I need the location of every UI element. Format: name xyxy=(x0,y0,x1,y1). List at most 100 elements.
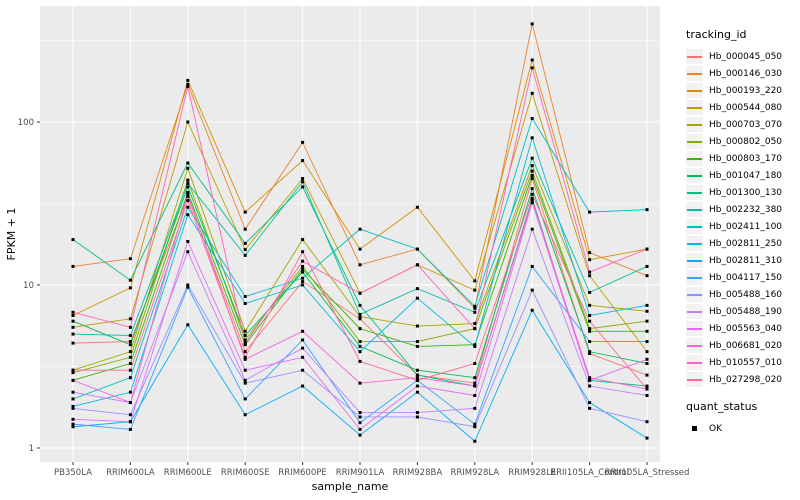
data-point xyxy=(301,180,305,184)
series-color-line-icon xyxy=(687,208,702,211)
data-point xyxy=(645,274,649,278)
data-point xyxy=(473,425,477,429)
legend-line-key xyxy=(686,202,703,217)
data-point xyxy=(588,210,592,214)
series-color-line-icon xyxy=(687,123,702,126)
data-point xyxy=(301,276,305,280)
data-point xyxy=(128,361,132,365)
legend-entry: Hb_010557_010 xyxy=(686,354,798,371)
data-point xyxy=(71,422,75,426)
data-point xyxy=(588,351,592,355)
data-point xyxy=(243,295,247,299)
data-point xyxy=(301,270,305,274)
data-point xyxy=(530,117,534,121)
legend-title-tracking-id: tracking_id xyxy=(686,28,747,41)
data-point xyxy=(473,381,477,385)
data-point xyxy=(71,319,75,323)
legend-label: Hb_000544_080 xyxy=(709,102,783,113)
data-point xyxy=(243,355,247,359)
legend-label: Hb_010557_010 xyxy=(709,357,783,368)
legend-title-quant-status: quant_status xyxy=(686,400,758,413)
data-point xyxy=(358,381,362,385)
data-point xyxy=(530,91,534,95)
legend-line-key xyxy=(686,117,703,132)
data-point xyxy=(128,333,132,337)
legend-entry: Hb_001047_180 xyxy=(686,167,798,184)
data-point xyxy=(530,66,534,70)
y-tick-label: 100 xyxy=(18,118,34,128)
legend-entry: Hb_006681_020 xyxy=(686,337,798,354)
legend-line-key xyxy=(686,219,703,234)
data-point xyxy=(415,296,419,300)
data-point xyxy=(301,267,305,271)
legend-label: Hb_002811_250 xyxy=(709,238,783,249)
x-tick-label: RRIM928LE xyxy=(508,468,556,478)
data-point xyxy=(530,192,534,196)
legend-line-key xyxy=(686,372,703,387)
data-point xyxy=(530,136,534,140)
data-point xyxy=(645,420,649,424)
data-point xyxy=(71,371,75,375)
data-point xyxy=(186,185,190,189)
legend-entry: Hb_002411_100 xyxy=(686,218,798,235)
data-point xyxy=(301,329,305,333)
legend-line-key xyxy=(686,49,703,64)
data-point xyxy=(473,288,477,292)
data-point xyxy=(358,340,362,344)
legend-label: OK xyxy=(709,423,722,434)
legend-line-key xyxy=(686,185,703,200)
data-point xyxy=(301,185,305,189)
data-point xyxy=(530,173,534,177)
legend-line-key xyxy=(686,151,703,166)
data-point xyxy=(186,82,190,86)
series-color-line-icon xyxy=(687,310,702,313)
x-tick-label: RRIM600SE xyxy=(221,468,270,478)
data-point xyxy=(301,384,305,388)
data-point xyxy=(530,196,534,200)
legend-label: Hb_005563_040 xyxy=(709,323,783,334)
x-tick-label: RRIM928BA xyxy=(393,468,443,478)
ok-point-key xyxy=(686,421,703,436)
data-point xyxy=(301,280,305,284)
data-point xyxy=(588,406,592,410)
data-point xyxy=(71,341,75,345)
data-point xyxy=(473,343,477,347)
data-point xyxy=(473,384,477,388)
legend-line-key xyxy=(686,66,703,81)
data-point xyxy=(645,393,649,397)
data-point xyxy=(645,208,649,212)
data-point xyxy=(186,166,190,170)
data-point xyxy=(645,319,649,323)
x-axis-title: sample_name xyxy=(312,480,389,493)
data-point xyxy=(243,397,247,401)
quant-status-legend: quant_status OK xyxy=(686,400,798,437)
data-point xyxy=(186,78,190,82)
data-point xyxy=(71,390,75,394)
data-point xyxy=(473,306,477,310)
series-color-line-icon xyxy=(687,361,702,364)
data-point xyxy=(588,313,592,317)
legend-label: Hb_004117_150 xyxy=(709,272,783,283)
legend-label: Hb_002811_310 xyxy=(709,255,783,266)
data-point xyxy=(186,120,190,124)
data-point xyxy=(243,368,247,372)
legend-label: Hb_000803_170 xyxy=(709,153,783,164)
data-point xyxy=(358,433,362,437)
data-point xyxy=(71,332,75,336)
data-point xyxy=(186,283,190,287)
legend-line-key xyxy=(686,83,703,98)
data-point xyxy=(71,378,75,382)
data-point xyxy=(588,274,592,278)
legend-label: Hb_000146_030 xyxy=(709,68,783,79)
data-point xyxy=(358,421,362,425)
data-point xyxy=(415,324,419,328)
data-point xyxy=(358,350,362,354)
data-point xyxy=(645,309,649,313)
data-point xyxy=(588,378,592,382)
data-point xyxy=(530,227,534,231)
series-color-line-icon xyxy=(687,191,702,194)
data-point xyxy=(301,250,305,254)
data-point xyxy=(186,239,190,243)
legend-entry: Hb_002811_250 xyxy=(686,235,798,252)
